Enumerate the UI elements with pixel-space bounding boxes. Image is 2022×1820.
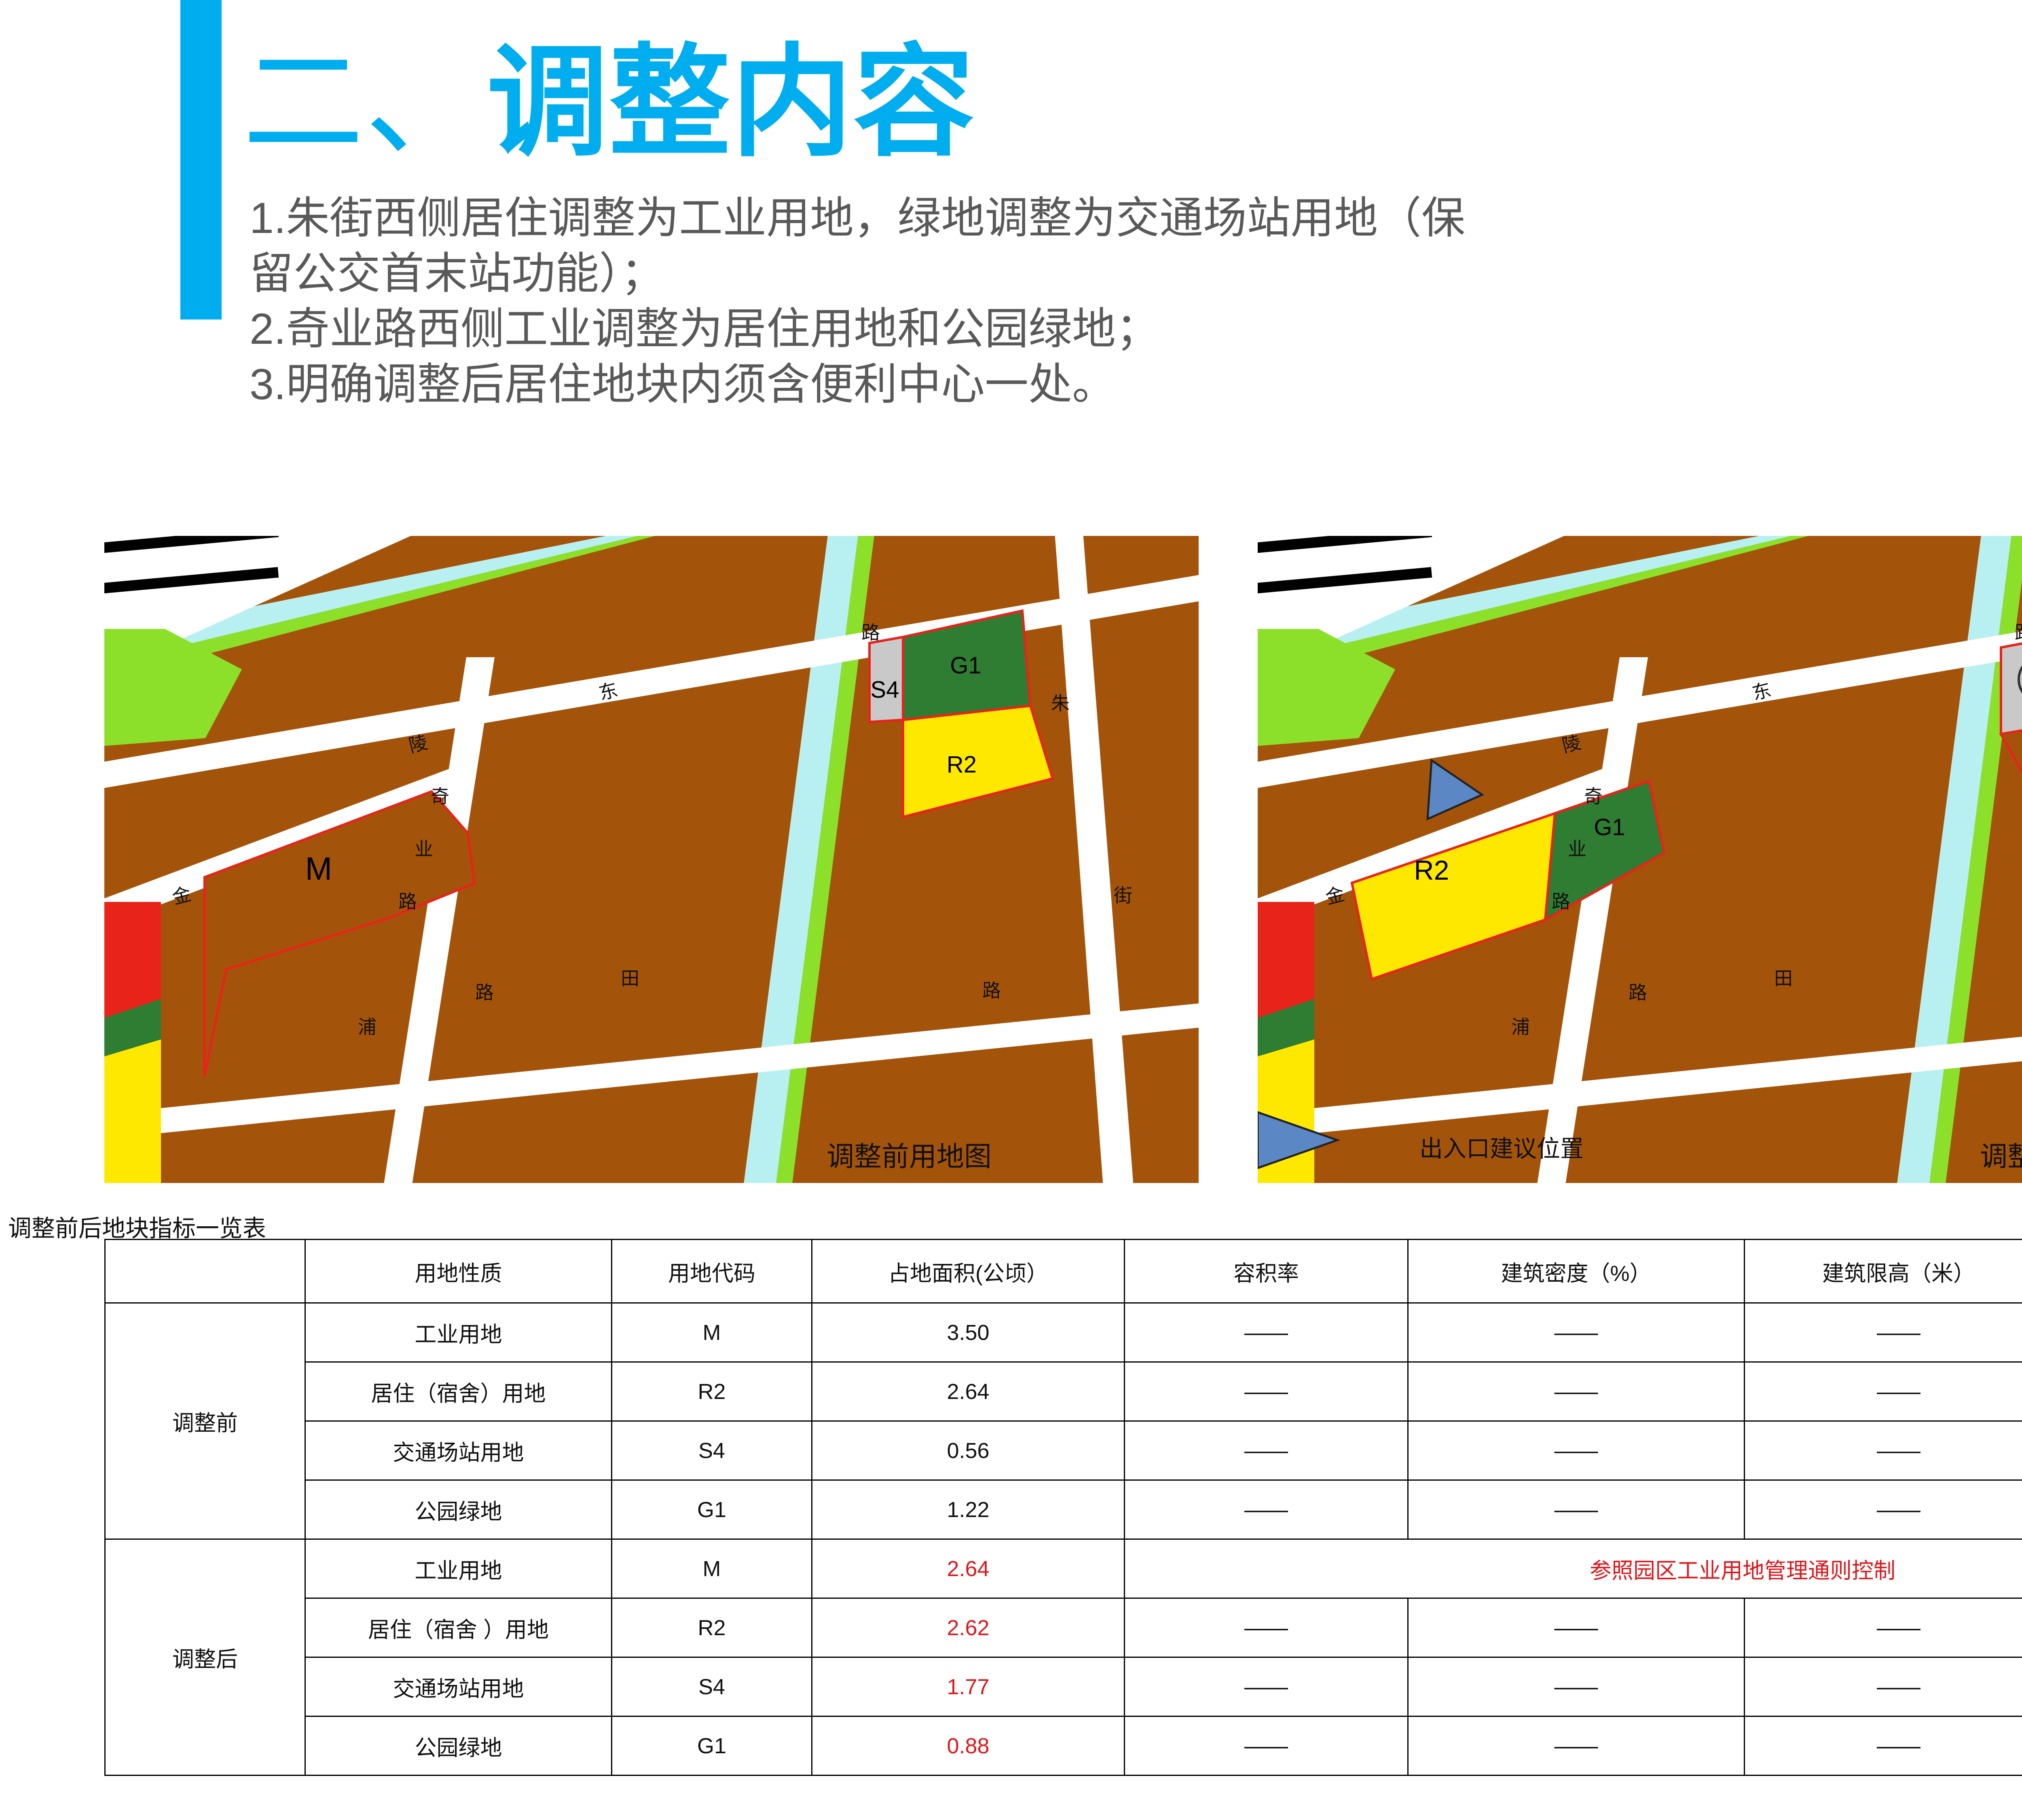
svg-text:路: 路 xyxy=(861,622,880,643)
svg-text:奇: 奇 xyxy=(431,786,449,807)
svg-text:路: 路 xyxy=(1552,891,1570,912)
svg-text:路: 路 xyxy=(982,980,1001,1001)
svg-text:M: M xyxy=(305,851,332,887)
svg-text:出入口建议位置: 出入口建议位置 xyxy=(1419,1136,1584,1162)
svg-text:浦: 浦 xyxy=(1511,1016,1530,1037)
svg-text:朱: 朱 xyxy=(1051,693,1070,714)
svg-text:田: 田 xyxy=(621,968,639,989)
svg-text:R2: R2 xyxy=(1414,855,1449,886)
svg-text:业: 业 xyxy=(1568,838,1586,859)
svg-text:浦: 浦 xyxy=(358,1016,376,1037)
svg-text:路: 路 xyxy=(1629,982,1647,1003)
svg-text:路: 路 xyxy=(2015,622,2022,643)
svg-text:业: 业 xyxy=(415,838,433,859)
svg-text:G1: G1 xyxy=(1594,814,1625,840)
svg-text:路: 路 xyxy=(475,982,494,1003)
svg-text:调整后用地图: 调整后用地图 xyxy=(1980,1141,2022,1172)
svg-text:R2: R2 xyxy=(947,751,977,778)
svg-text:G1: G1 xyxy=(950,652,981,679)
svg-text:田: 田 xyxy=(1774,968,1793,989)
svg-text:奇: 奇 xyxy=(1584,786,1603,807)
svg-text:路: 路 xyxy=(398,891,417,912)
svg-text:调整前用地图: 调整前用地图 xyxy=(827,1141,992,1172)
svg-text:S4: S4 xyxy=(871,677,899,703)
svg-text:街: 街 xyxy=(1114,885,1132,906)
